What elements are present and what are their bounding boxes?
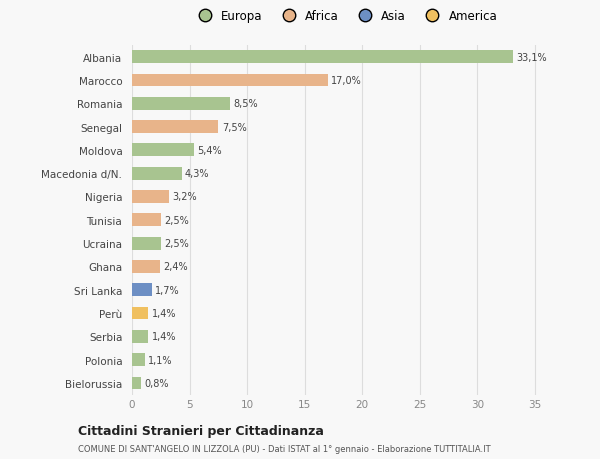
Text: 0,8%: 0,8%	[145, 378, 169, 388]
Text: Cittadini Stranieri per Cittadinanza: Cittadini Stranieri per Cittadinanza	[78, 424, 324, 437]
Bar	[132, 144, 194, 157]
Bar	[132, 98, 230, 111]
Text: 2,5%: 2,5%	[164, 215, 189, 225]
Bar	[132, 74, 328, 87]
Text: 2,5%: 2,5%	[164, 239, 189, 249]
Bar	[132, 377, 141, 390]
Text: 4,3%: 4,3%	[185, 169, 209, 179]
Bar	[132, 284, 152, 297]
Text: COMUNE DI SANT'ANGELO IN LIZZOLA (PU) - Dati ISTAT al 1° gennaio - Elaborazione : COMUNE DI SANT'ANGELO IN LIZZOLA (PU) - …	[78, 444, 491, 453]
Bar	[132, 51, 513, 64]
Bar	[132, 168, 182, 180]
Text: 7,5%: 7,5%	[222, 122, 247, 132]
Text: 8,5%: 8,5%	[233, 99, 258, 109]
Text: 1,7%: 1,7%	[155, 285, 179, 295]
Text: 5,4%: 5,4%	[197, 146, 222, 156]
Text: 2,4%: 2,4%	[163, 262, 188, 272]
Bar	[132, 353, 145, 366]
Bar	[132, 330, 148, 343]
Bar	[132, 214, 161, 227]
Text: 33,1%: 33,1%	[517, 52, 547, 62]
Bar	[132, 237, 161, 250]
Bar	[132, 121, 218, 134]
Text: 1,1%: 1,1%	[148, 355, 173, 365]
Bar	[132, 307, 148, 320]
Bar	[132, 190, 169, 203]
Bar	[132, 260, 160, 273]
Text: 1,4%: 1,4%	[152, 331, 176, 341]
Text: 3,2%: 3,2%	[172, 192, 197, 202]
Legend: Europa, Africa, Asia, America: Europa, Africa, Asia, America	[193, 10, 497, 23]
Text: 17,0%: 17,0%	[331, 76, 362, 86]
Text: 1,4%: 1,4%	[152, 308, 176, 319]
